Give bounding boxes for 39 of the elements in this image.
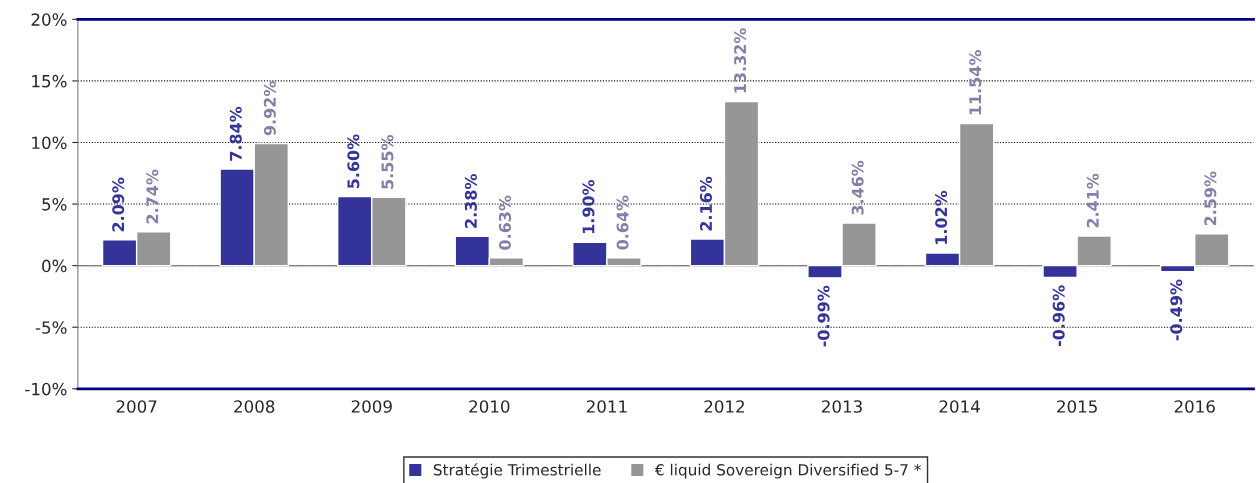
x-tick-label: 2015 [1057,400,1097,413]
data-label: 3.46% [851,160,864,215]
data-label: 0.64% [616,195,629,250]
data-label: 5.55% [381,135,394,189]
y-tick-label: 0% [42,259,67,273]
y-tick-label: 20% [31,13,67,26]
data-label: 13.32% [734,28,747,93]
x-tick-label: 2012 [704,400,744,413]
x-tick-label: 2009 [351,400,392,413]
data-label: 2.09% [112,177,125,232]
y-tick-label: -10% [25,382,67,396]
data-label: -0.96% [1052,285,1065,347]
x-tick-label: 2013 [822,400,862,413]
data-label: 2.16% [699,176,713,231]
data-label: 1.90% [582,179,595,234]
data-label: 9.92% [263,81,276,136]
x-tick-label: 2014 [939,400,980,413]
y-tick-label: -5% [35,321,67,334]
x-tick-label: 2016 [1174,400,1215,413]
data-label: -0.99% [817,285,830,347]
data-label: 11.54% [969,50,982,115]
data-label: -0.49% [1170,279,1183,341]
data-label: 2.59% [1204,171,1217,226]
data-label: 1.02% [935,190,948,244]
y-tick-label: 10% [32,136,67,150]
y-tick-label: 15% [32,74,67,88]
y-tick-label: 5% [42,198,67,211]
x-tick-label: 2011 [586,400,627,413]
legend-label: € liquid Sovereign Diversified 5-7 * [654,463,921,479]
data-label: 2.74% [146,169,159,224]
data-label: 0.63% [498,195,512,250]
data-label: 2.41% [1086,173,1099,228]
legend-label: Stratégie Trimestrielle [433,463,601,479]
data-label: 2.38% [464,174,477,228]
data-label: 7.84% [229,106,242,161]
x-tick-label: 2008 [234,400,275,413]
data-label: 5.60% [347,134,360,189]
x-tick-label: 2010 [469,400,510,413]
x-tick-label: 2007 [116,400,157,413]
